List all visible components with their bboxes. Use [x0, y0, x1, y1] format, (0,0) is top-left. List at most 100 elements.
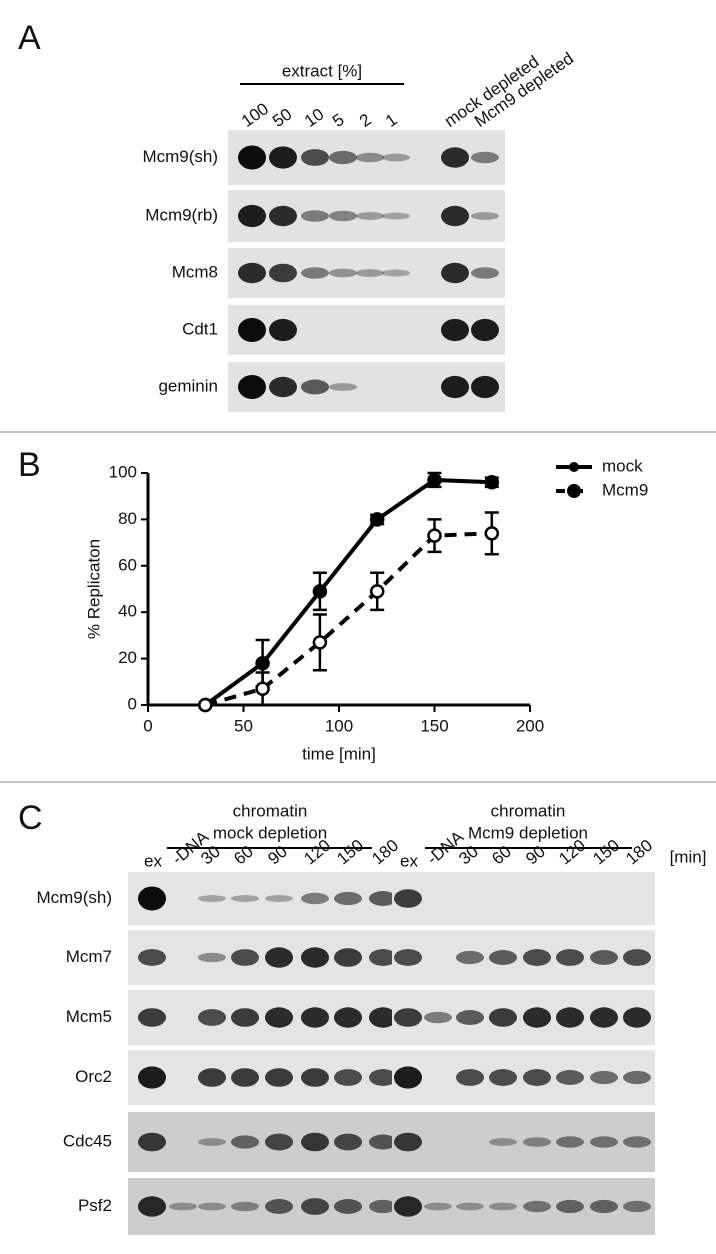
- band: [394, 1066, 422, 1089]
- band: [265, 1007, 293, 1028]
- band: [441, 147, 469, 168]
- lane-label: 150: [589, 836, 623, 869]
- band: [441, 262, 469, 284]
- lane-label: 90: [522, 842, 549, 869]
- band: [456, 1202, 484, 1211]
- band: [169, 1202, 197, 1211]
- lane-label: ex: [400, 851, 418, 870]
- band: [456, 1010, 484, 1025]
- band: [138, 949, 166, 966]
- band: [489, 1069, 517, 1086]
- band: [382, 212, 410, 220]
- band: [394, 949, 422, 966]
- lane-label: 50: [269, 105, 295, 131]
- band: [301, 149, 329, 166]
- series-line: [204, 477, 492, 707]
- band: [138, 1132, 166, 1152]
- row-label: Mcm9(sh): [142, 147, 218, 166]
- band: [329, 210, 357, 222]
- band: [265, 895, 293, 902]
- band: [369, 949, 397, 966]
- panel-label: B: [18, 446, 41, 484]
- band: [198, 1138, 226, 1146]
- band: [556, 1199, 584, 1214]
- band: [523, 949, 551, 966]
- row-label: Mcm7: [66, 947, 112, 966]
- band: [369, 1199, 397, 1214]
- lane-label: 10: [301, 105, 327, 131]
- lane-label: ex: [144, 851, 162, 870]
- lane-label: 2: [356, 110, 375, 131]
- band: [334, 1133, 362, 1151]
- band: [198, 1009, 226, 1026]
- band: [489, 1202, 517, 1211]
- band: [334, 1007, 362, 1028]
- row-label: Mcm9(sh): [36, 888, 112, 907]
- band: [556, 949, 584, 966]
- lane-label: 150: [333, 836, 367, 869]
- group-title: chromatin: [491, 801, 566, 820]
- band: [394, 1132, 422, 1152]
- band: [382, 153, 410, 162]
- band: [138, 1196, 166, 1217]
- band: [138, 886, 166, 911]
- lane-label: 5: [329, 110, 348, 131]
- band: [356, 152, 384, 163]
- lane-label: 60: [230, 842, 257, 869]
- x-tick-label: 150: [420, 716, 448, 735]
- band: [269, 146, 297, 169]
- band: [301, 1198, 329, 1215]
- lane-label: 60: [488, 842, 515, 869]
- band: [590, 1007, 618, 1028]
- y-tick-label: 20: [118, 648, 137, 667]
- x-tick-label: 0: [143, 716, 152, 735]
- band: [238, 375, 266, 399]
- band: [623, 1136, 651, 1148]
- band: [138, 1066, 166, 1089]
- point: [427, 472, 442, 488]
- band: [456, 950, 484, 965]
- band: [231, 1068, 259, 1087]
- band: [238, 318, 266, 342]
- point: [255, 655, 270, 671]
- band: [623, 1070, 651, 1085]
- band: [301, 1007, 329, 1028]
- point: [198, 697, 213, 713]
- point: [484, 526, 500, 541]
- legend-marker: [567, 484, 581, 498]
- band: [623, 949, 651, 966]
- band: [590, 1199, 618, 1214]
- band: [489, 1008, 517, 1027]
- band: [556, 1136, 584, 1148]
- group-label: extract [%]: [282, 61, 362, 80]
- series-line: [204, 531, 492, 707]
- band: [523, 1069, 551, 1086]
- y-tick-label: 40: [118, 602, 137, 621]
- band: [329, 268, 357, 278]
- band: [590, 1136, 618, 1148]
- band: [424, 1202, 452, 1211]
- band: [424, 1011, 452, 1024]
- band: [471, 267, 499, 279]
- band: [441, 205, 469, 227]
- band: [334, 891, 362, 906]
- point: [255, 681, 270, 697]
- band: [269, 376, 297, 398]
- band: [301, 947, 329, 968]
- band: [265, 1199, 293, 1214]
- band: [231, 895, 259, 902]
- band: [198, 952, 226, 963]
- band: [231, 949, 259, 966]
- row-label: Cdc45: [63, 1131, 112, 1150]
- band: [382, 269, 410, 277]
- band: [198, 895, 226, 902]
- band: [265, 1133, 293, 1151]
- band: [231, 1008, 259, 1027]
- band: [238, 262, 266, 284]
- band: [556, 1007, 584, 1028]
- lane-label: 180: [622, 836, 656, 869]
- row-label: Psf2: [78, 1196, 112, 1215]
- band: [269, 263, 297, 283]
- point: [484, 475, 500, 490]
